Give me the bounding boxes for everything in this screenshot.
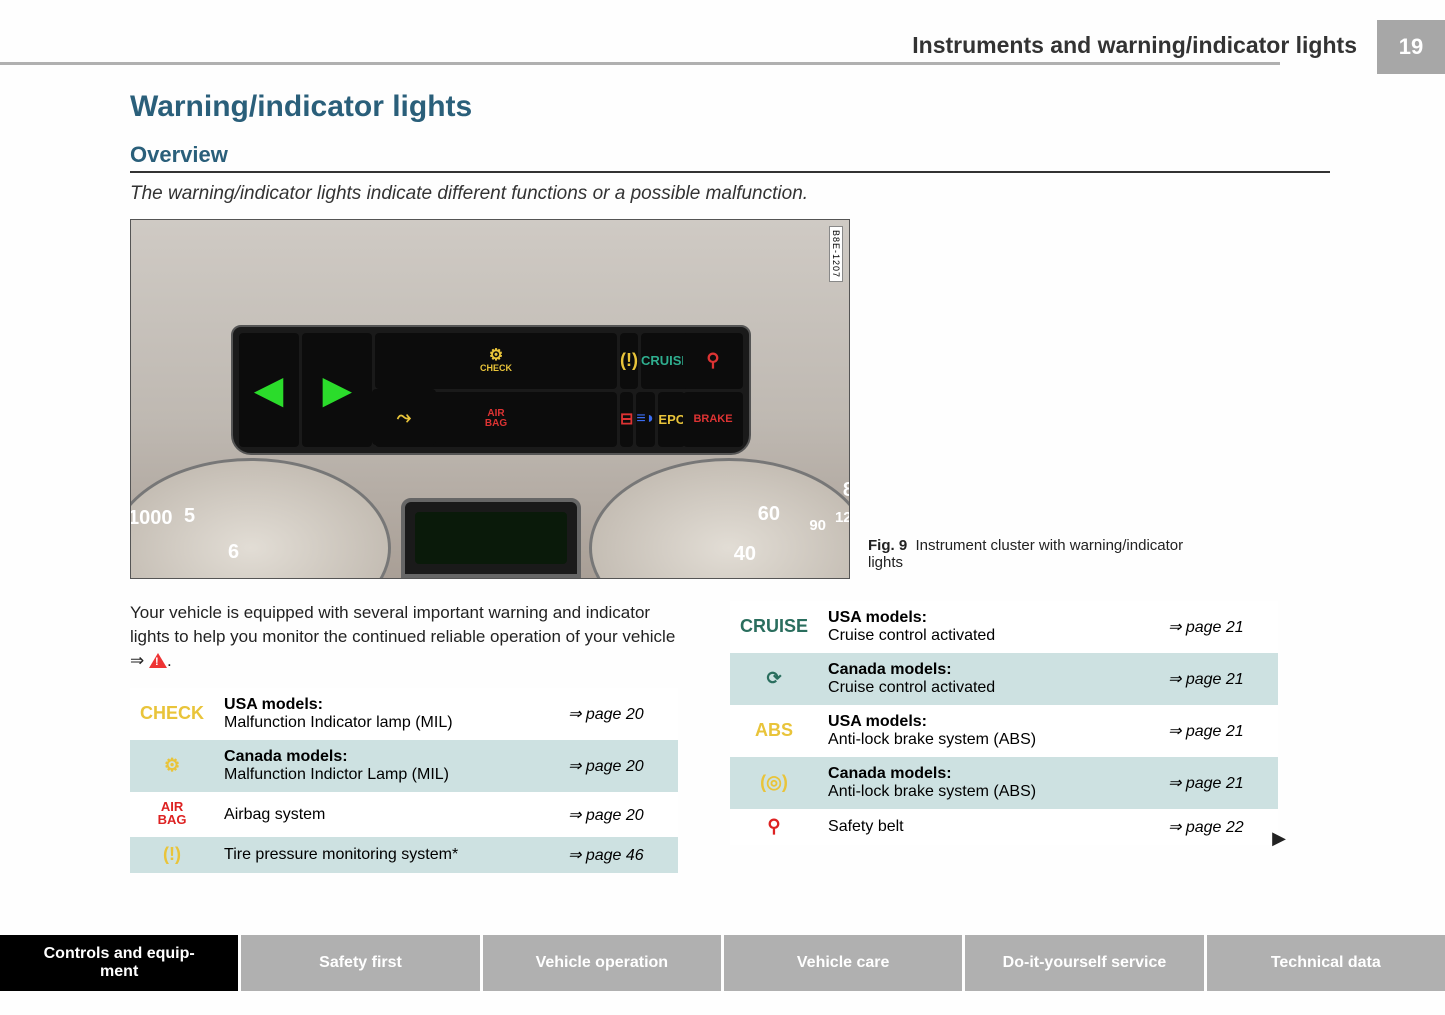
esp-indicator: ⤳ xyxy=(372,389,436,445)
indicator-icon-cell: AIRBAG xyxy=(130,792,214,837)
footer-tab[interactable]: Technical data xyxy=(1207,935,1445,991)
indicator-icon-cell: (◎) xyxy=(730,757,818,809)
center-display xyxy=(401,498,581,578)
chapter-title: Instruments and warning/indicator lights xyxy=(912,32,1357,59)
table-row: (◎)Canada models:Anti-lock brake system … xyxy=(730,757,1278,809)
header-rule xyxy=(0,62,1280,65)
gauge-label: 60 xyxy=(758,503,780,526)
page-header: Instruments and warning/indicator lights… xyxy=(0,32,1445,72)
section-title: Overview xyxy=(130,142,1330,173)
epc-indicator: EPC xyxy=(658,392,685,448)
indicator-row-top: (!) CRUISE ABS xyxy=(620,333,680,389)
indicator-icon-cell: (!) xyxy=(130,837,214,873)
gauge-label: 40 xyxy=(734,543,756,566)
indicator-icon-cell: ABS xyxy=(730,705,818,757)
tachometer-gauge: 1000 5 6 xyxy=(130,458,391,579)
indicator-row-bottom: ⊟ ≡◗ EPC xyxy=(620,392,680,448)
tpms-indicator: (!) xyxy=(620,333,638,389)
page-reference: ⇒ page 20 xyxy=(558,792,678,837)
footer-tab[interactable]: Vehicle care xyxy=(724,935,962,991)
turn-left-indicator: ◀ xyxy=(239,333,299,447)
indicator-table-left: CHECKUSA models:Malfunction Indicator la… xyxy=(130,688,678,873)
gauge-label: 90 xyxy=(809,517,826,534)
table-row: AIRBAGAirbag system⇒ page 20 xyxy=(130,792,678,837)
figure-caption-label: Fig. 9 xyxy=(868,537,907,554)
indicator-label-cell: USA models:Cruise control activated xyxy=(818,601,1158,653)
footer-tab[interactable]: Vehicle operation xyxy=(483,935,721,991)
footer-nav-tabs: Controls and equip- mentSafety firstVehi… xyxy=(0,935,1445,991)
battery-indicator: ⊟ xyxy=(620,392,633,448)
figure-row: B8E-1207 1000 5 6 40 60 8 90 120 ◀ ⚙CHEC… xyxy=(130,219,1330,579)
page-reference: ⇒ page 21 xyxy=(1158,653,1278,705)
indicator-label-cell: Canada models:Cruise control activated xyxy=(818,653,1158,705)
indicator-label-cell: USA models:Anti-lock brake system (ABS) xyxy=(818,705,1158,757)
two-column-layout: Your vehicle is equipped with several im… xyxy=(130,601,1330,873)
page-number: 19 xyxy=(1377,20,1445,74)
indicator-label-cell: Safety belt xyxy=(818,809,1158,845)
speedometer-gauge: 40 60 8 90 120 xyxy=(589,458,850,579)
table-row: ⚲Safety belt⇒ page 22 xyxy=(730,809,1278,845)
arrow-right-icon: ▶ xyxy=(323,369,351,411)
page-reference: ⇒ page 21 xyxy=(1158,705,1278,757)
intro-text: The warning/indicator lights indicate di… xyxy=(130,183,1330,205)
table-row: CHECKUSA models:Malfunction Indicator la… xyxy=(130,688,678,740)
table-row: ABSUSA models:Anti-lock brake system (AB… xyxy=(730,705,1278,757)
body-paragraph: Your vehicle is equipped with several im… xyxy=(130,601,680,672)
page-reference: ⇒ page 22 xyxy=(1158,809,1278,845)
indicator-icon-cell: ⚙ xyxy=(130,740,214,792)
indicator-label-cell: Canada models:Anti-lock brake system (AB… xyxy=(818,757,1158,809)
gauge-label: 5 xyxy=(184,505,195,528)
table-row: ⟳Canada models:Cruise control activated⇒… xyxy=(730,653,1278,705)
table-row: (!)Tire pressure monitoring system*⇒ pag… xyxy=(130,837,678,873)
gauge-label: 1000 xyxy=(130,507,173,530)
indicator-label-cell: Airbag system xyxy=(214,792,558,837)
page-title: Warning/indicator lights xyxy=(130,90,1330,124)
indicator-icon-cell: ⟳ xyxy=(730,653,818,705)
right-column: CRUISEUSA models:Cruise control activate… xyxy=(730,601,1278,845)
gauge-label: 6 xyxy=(228,541,239,564)
left-column: Your vehicle is equipped with several im… xyxy=(130,601,680,873)
footer-tab[interactable]: Safety first xyxy=(241,935,479,991)
indicator-icon-cell: CHECK xyxy=(130,688,214,740)
table-row: ⚙Canada models:Malfunction Indictor Lamp… xyxy=(130,740,678,792)
footer-tab[interactable]: Controls and equip- ment xyxy=(0,935,238,991)
gauge-label: 8 xyxy=(843,479,850,502)
indicator-icon-cell: ⚲ xyxy=(730,809,818,845)
figure-code: B8E-1207 xyxy=(829,226,843,282)
continued-marker: ▶ xyxy=(1272,828,1286,849)
brake-indicator: BRAKE xyxy=(683,392,743,448)
indicator-label-cell: Canada models:Malfunction Indictor Lamp … xyxy=(214,740,558,792)
seatbelt-indicator: ⚲ xyxy=(683,333,743,389)
page-reference: ⇒ page 21 xyxy=(1158,757,1278,809)
indicator-label-cell: Tire pressure monitoring system* xyxy=(214,837,558,873)
figure-caption-text: Instrument cluster with warning/indicato… xyxy=(868,537,1183,571)
page-reference: ⇒ page 21 xyxy=(1158,601,1278,653)
gauge-label: 120 xyxy=(835,509,850,526)
warning-light-cluster: ◀ ⚙CHECK (!) CRUISE ABS ⚲ ▶ AIR BAG ⊟ ≡◗… xyxy=(231,325,751,455)
indicator-table-right: CRUISEUSA models:Cruise control activate… xyxy=(730,601,1278,845)
instrument-cluster-figure: B8E-1207 1000 5 6 40 60 8 90 120 ◀ ⚙CHEC… xyxy=(130,219,850,579)
headlight-indicator: ≡◗ xyxy=(636,392,655,448)
footer-tab[interactable]: Do-it-yourself service xyxy=(965,935,1203,991)
content-area: Warning/indicator lights Overview The wa… xyxy=(130,90,1330,873)
check-engine-indicator: ⚙CHECK xyxy=(375,333,617,389)
arrow-left-icon: ◀ xyxy=(255,369,283,411)
warning-triangle-icon xyxy=(149,653,167,668)
turn-right-indicator: ▶ xyxy=(302,333,372,447)
figure-caption: Fig. 9 Instrument cluster with warning/i… xyxy=(868,537,1198,579)
page-reference: ⇒ page 46 xyxy=(558,837,678,873)
page-reference: ⇒ page 20 xyxy=(558,740,678,792)
indicator-label-cell: USA models:Malfunction Indicator lamp (M… xyxy=(214,688,558,740)
page-reference: ⇒ page 20 xyxy=(558,688,678,740)
table-row: CRUISEUSA models:Cruise control activate… xyxy=(730,601,1278,653)
indicator-icon-cell: CRUISE xyxy=(730,601,818,653)
